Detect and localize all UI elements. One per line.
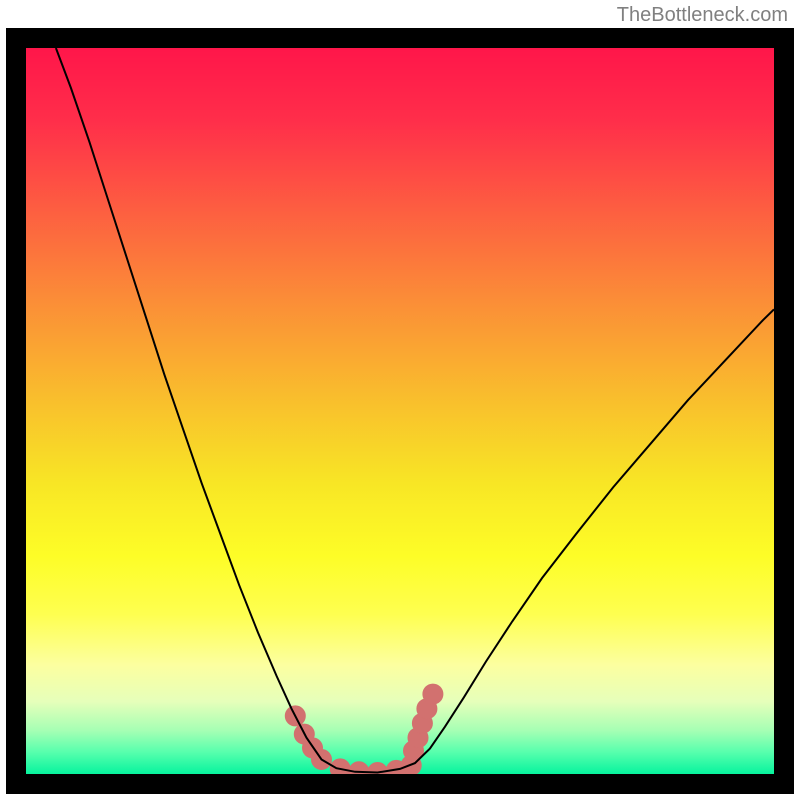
curve-layer: [26, 48, 774, 774]
plot-area: [26, 48, 774, 774]
marker-dot: [423, 684, 443, 704]
bottleneck-curve: [56, 48, 774, 773]
marker-group: [285, 684, 443, 774]
chart-container: TheBottleneck.com: [0, 0, 800, 800]
watermark-text: TheBottleneck.com: [617, 4, 788, 27]
chart-frame: [6, 28, 794, 794]
